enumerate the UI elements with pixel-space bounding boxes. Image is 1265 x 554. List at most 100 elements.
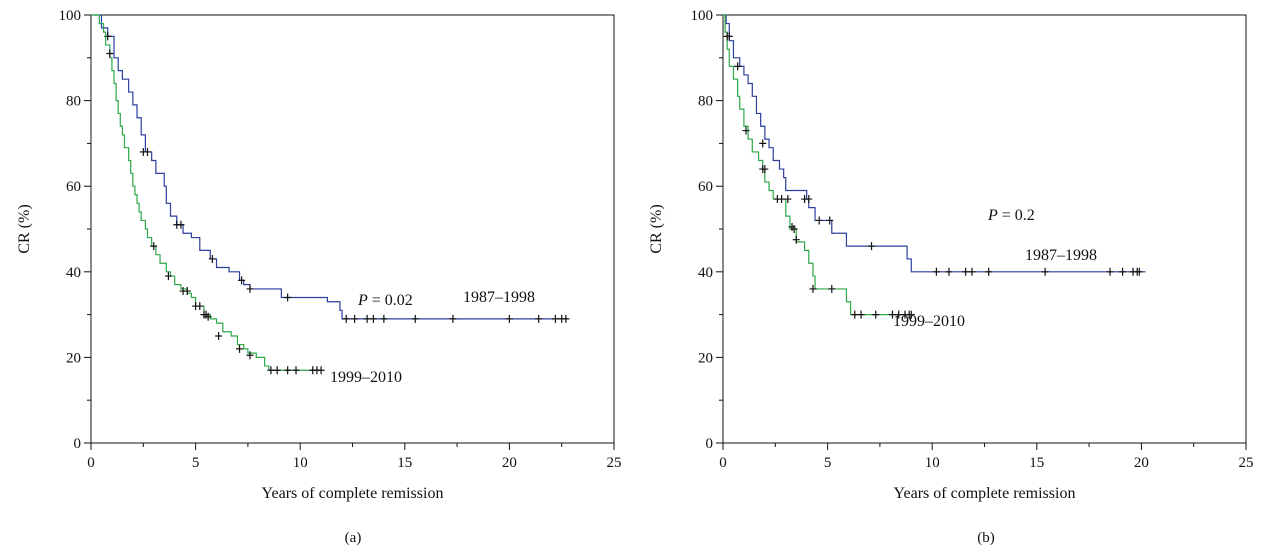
censor-mark [449, 314, 457, 323]
censor-mark [1106, 267, 1114, 276]
y-tick-label: 60 [698, 179, 713, 195]
p-value-annotation: P = 0.2 [987, 207, 1035, 224]
x-tick-label: 10 [293, 455, 308, 471]
x-axis-title: Years of complete remission [262, 485, 444, 502]
censor-mark [790, 225, 798, 233]
x-tick-label: 25 [607, 455, 622, 471]
y-tick-label: 0 [706, 436, 714, 452]
censor-mark [284, 293, 292, 302]
censor-mark [351, 314, 359, 323]
censor-mark [907, 310, 915, 319]
x-tick-label: 0 [87, 455, 95, 471]
censor-mark [150, 242, 158, 251]
censor-mark [143, 147, 151, 156]
km-curve-1987-1998 [91, 14, 568, 320]
censor-mark [761, 165, 769, 174]
censor-mark [851, 310, 859, 319]
censor-mark [872, 310, 880, 319]
censor-mark [888, 310, 896, 319]
series-label-1999-2010: 1999–2010 [330, 369, 402, 386]
censor-mark [809, 284, 817, 293]
censor-mark [826, 216, 834, 225]
censor-mark [246, 284, 254, 293]
censor-mark [759, 139, 767, 148]
censor-mark [369, 314, 377, 323]
panel-label: (b) [977, 530, 995, 546]
y-tick-label: 100 [691, 8, 714, 24]
censor-mark [284, 366, 292, 375]
p-symbol: P [987, 207, 998, 224]
censor-mark [985, 267, 993, 276]
censor-mark [1135, 267, 1143, 276]
y-tick-label: 20 [698, 350, 713, 366]
censor-mark [177, 220, 185, 229]
censor-mark [236, 344, 244, 353]
x-tick-label: 15 [397, 455, 412, 471]
p-value-annotation: P = 0.02 [357, 292, 413, 309]
censor-mark [734, 62, 742, 71]
censor-mark [792, 235, 800, 244]
censor-mark [292, 366, 300, 375]
censor-mark [164, 272, 172, 281]
censor-mark [1041, 267, 1049, 276]
censor-mark [208, 254, 216, 263]
y-tick-label: 60 [66, 179, 81, 195]
p-symbol: P [357, 292, 368, 309]
y-tick-label: 100 [59, 8, 82, 24]
censor-mark [784, 195, 792, 204]
censor-mark [932, 267, 940, 276]
panel-b: 0 20 40 60 80 100 0 5 10 15 20 25 Years of complete … [648, 8, 1254, 546]
x-tick-label: 15 [1029, 455, 1044, 471]
censor-mark [551, 314, 559, 323]
p-value: = 0.02 [368, 292, 413, 309]
censor-mark [246, 351, 254, 360]
censor-mark [411, 314, 419, 323]
censor-mark [962, 267, 970, 276]
censor-mark [562, 314, 570, 323]
censor-mark [273, 366, 281, 375]
censor-mark [535, 314, 543, 323]
censor-mark [895, 310, 903, 319]
censor-mark [363, 314, 371, 323]
series-label-1987-1998: 1987–1998 [463, 289, 535, 306]
x-axis-title: Years of complete remission [894, 485, 1076, 502]
censor-mark [1119, 267, 1127, 276]
censor-mark [380, 314, 388, 323]
censor-mark [857, 310, 865, 319]
x-tick-label: 20 [1134, 455, 1149, 471]
censor-mark [505, 314, 513, 323]
x-tick-label: 0 [719, 455, 727, 471]
km-curve-1987-1998 [723, 14, 1146, 273]
censor-mark [317, 366, 325, 375]
series-label-1999-2010: 1999–2010 [893, 313, 965, 330]
censor-mark [342, 314, 350, 323]
censor-mark [106, 49, 114, 58]
y-tick-label: 40 [698, 265, 713, 281]
km-curve-1999-2010 [723, 14, 914, 316]
censor-mark [968, 267, 976, 276]
y-tick-label: 20 [66, 350, 81, 366]
censor-mark [183, 287, 191, 296]
censor-mark [868, 242, 876, 251]
y-tick-label: 40 [66, 265, 81, 281]
panel-label: (a) [345, 530, 362, 546]
y-axis-title: CR (%) [648, 204, 665, 253]
x-tick-label: 10 [925, 455, 940, 471]
x-tick-label: 20 [502, 455, 517, 471]
censor-mark [815, 216, 823, 225]
censor-mark [196, 302, 204, 311]
censor-mark [805, 195, 813, 204]
censor-mark [723, 32, 731, 41]
censor-mark [778, 195, 786, 204]
plot-frame [722, 14, 1247, 444]
censor-mark [215, 332, 223, 340]
censor-mark [238, 276, 246, 285]
p-value: = 0.2 [998, 207, 1035, 224]
censor-mark [742, 126, 750, 135]
censor-mark [828, 284, 836, 293]
censor-mark [204, 312, 212, 321]
censor-mark [267, 366, 275, 375]
x-tick-label: 5 [824, 455, 832, 471]
km-curve-1999-2010 [91, 14, 322, 371]
